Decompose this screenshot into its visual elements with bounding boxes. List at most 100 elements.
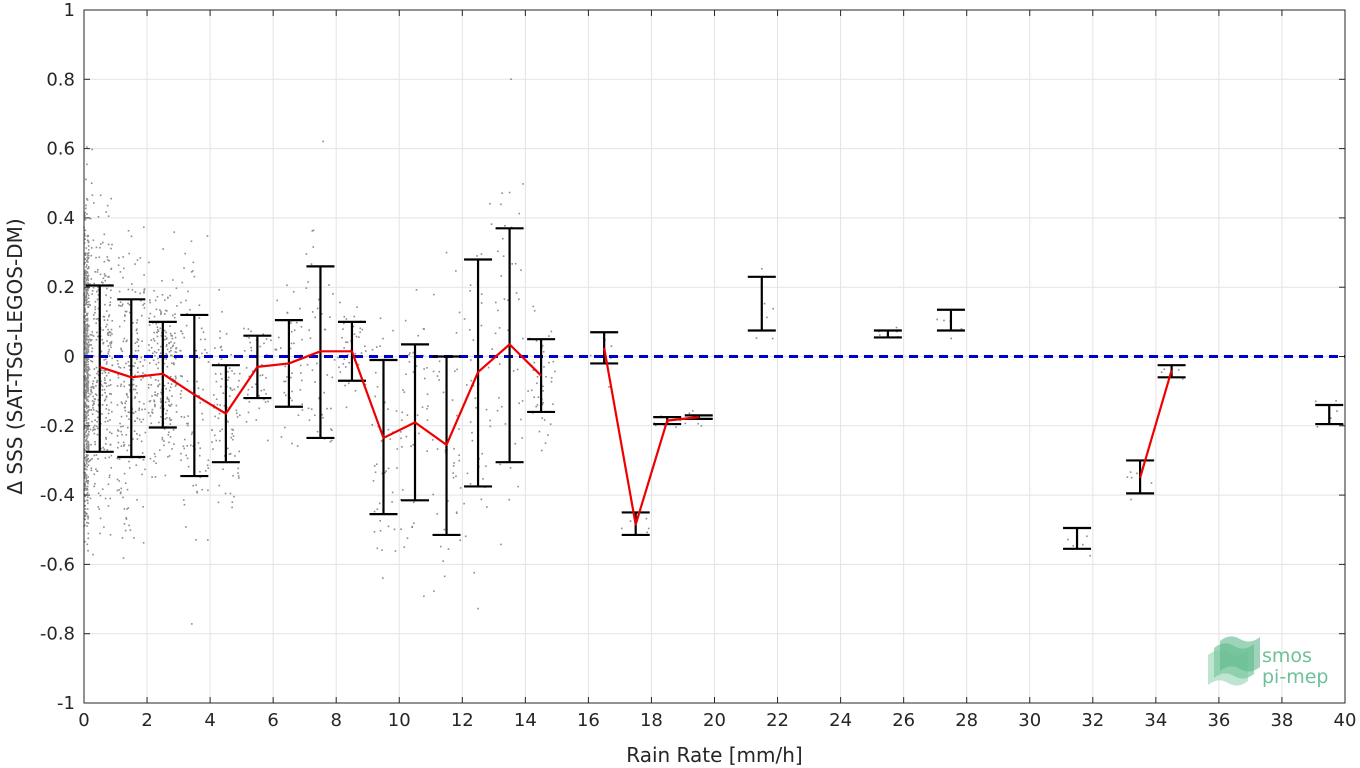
scatter-point: [87, 306, 89, 309]
scatter-point: [84, 511, 86, 513]
scatter-point: [620, 527, 623, 530]
scatter-point: [544, 442, 547, 444]
scatter-point: [199, 401, 202, 404]
x-tick-label: 40: [1334, 710, 1357, 731]
scatter-point: [173, 231, 176, 233]
scatter-point: [84, 346, 86, 348]
scatter-point: [119, 492, 122, 495]
scatter-point: [451, 399, 454, 401]
scatter-point: [495, 301, 497, 304]
scatter-point: [344, 384, 346, 387]
scatter-point: [116, 478, 119, 481]
scatter-point: [135, 329, 138, 332]
scatter-point: [164, 335, 167, 338]
scatter-point: [86, 334, 88, 337]
scatter-point: [91, 334, 93, 336]
scatter-point: [84, 471, 86, 474]
scatter-point: [95, 256, 97, 259]
scatter-point: [290, 342, 293, 345]
scatter-point: [415, 365, 418, 367]
scatter-point: [169, 405, 171, 407]
scatter-point: [247, 388, 250, 391]
scatter-point: [163, 362, 166, 365]
scatter-point: [107, 345, 110, 347]
scatter-point: [91, 385, 94, 388]
scatter-point: [394, 550, 397, 552]
scatter-point: [171, 395, 173, 397]
scatter-point: [140, 421, 143, 423]
scatter-point: [107, 328, 109, 331]
scatter-point: [86, 378, 89, 381]
scatter-point: [96, 420, 98, 423]
scatter-point: [358, 336, 360, 339]
logo-wave-icon: [1208, 636, 1260, 686]
scatter-point: [83, 393, 86, 395]
scatter-point: [85, 422, 88, 425]
scatter-point: [94, 428, 96, 431]
scatter-point: [290, 330, 293, 333]
scatter-point: [337, 356, 339, 359]
scatter-point: [130, 283, 133, 285]
scatter-point: [85, 407, 88, 410]
scatter-point: [107, 351, 110, 353]
scatter-point: [175, 347, 178, 349]
scatter-point: [143, 359, 146, 361]
scatter-point: [87, 294, 90, 297]
scatter-point: [85, 377, 88, 379]
scatter-point: [198, 394, 200, 397]
scatter-point: [109, 379, 111, 381]
scatter-point: [199, 338, 202, 341]
scatter-point: [220, 345, 223, 348]
scatter-point: [183, 336, 185, 339]
scatter-point: [104, 398, 107, 401]
scatter-point: [190, 240, 193, 243]
scatter-point: [85, 493, 88, 496]
scatter-point: [187, 424, 189, 427]
scatter-point: [201, 352, 203, 355]
scatter-point: [459, 539, 462, 542]
scatter-point: [103, 273, 106, 275]
scatter-point: [90, 247, 93, 249]
scatter-point: [312, 246, 315, 248]
scatter-point: [90, 278, 93, 280]
scatter-point: [85, 443, 88, 446]
scatter-point: [127, 360, 130, 363]
scatter-point: [86, 199, 89, 201]
scatter-point: [83, 284, 86, 286]
scatter-point: [504, 423, 507, 425]
scatter-point: [537, 396, 540, 399]
scatter-point: [84, 540, 86, 543]
scatter-point: [289, 347, 292, 350]
scatter-point: [365, 350, 367, 352]
scatter-point: [374, 371, 377, 374]
scatter-point: [518, 298, 520, 301]
scatter-point: [372, 480, 375, 482]
scatter-point: [107, 243, 110, 246]
scatter-point: [458, 311, 461, 314]
scatter-point: [165, 412, 167, 415]
scatter-point: [608, 386, 610, 388]
scatter-point: [92, 335, 95, 337]
scatter-point: [185, 454, 187, 457]
scatter-point: [116, 385, 119, 387]
scatter-point: [122, 340, 125, 343]
scatter-point: [104, 392, 106, 394]
scatter-point: [96, 331, 98, 334]
scatter-point: [126, 426, 129, 429]
scatter-point: [95, 454, 98, 456]
scatter-point: [97, 403, 100, 406]
scatter-point: [152, 359, 155, 362]
scatter-point: [84, 485, 87, 488]
scatter-point: [142, 376, 144, 379]
scatter-point: [174, 375, 177, 378]
scatter-point: [175, 287, 178, 290]
scatter-point: [169, 294, 171, 297]
scatter-point: [118, 480, 121, 482]
scatter-point: [87, 335, 90, 337]
scatter-point: [378, 502, 381, 505]
scatter-point: [160, 405, 163, 407]
scatter-point: [1316, 426, 1319, 428]
scatter-point: [206, 235, 209, 237]
scatter-point: [93, 317, 95, 320]
scatter-point: [87, 257, 90, 259]
